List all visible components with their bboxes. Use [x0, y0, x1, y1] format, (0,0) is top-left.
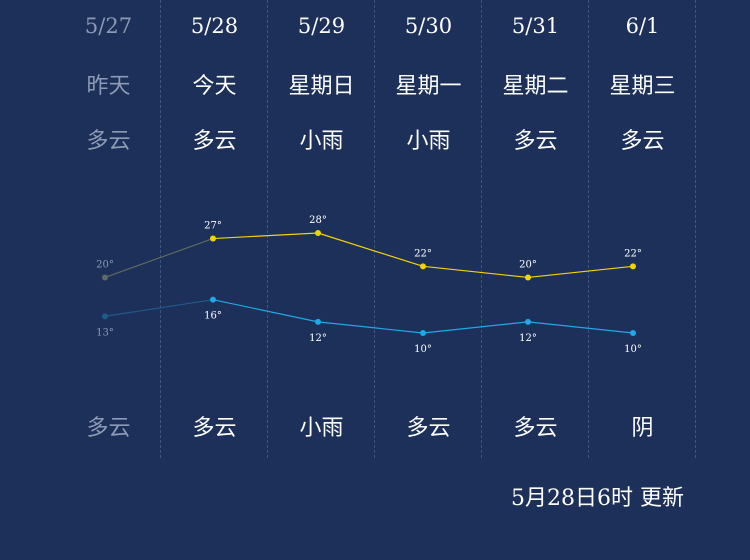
high-temp-point [525, 274, 531, 281]
low-temp-point [630, 330, 636, 336]
column-divider [695, 0, 696, 458]
low-temp-line-segment [317, 321, 424, 334]
day-weekday: 星期日 [288, 74, 355, 99]
low-temp-point [525, 318, 531, 325]
day-date: 5/28 [190, 14, 239, 38]
low-temp-line-segment [422, 321, 529, 334]
low-temp-label: 10° [414, 344, 432, 355]
day-condition: 多云 [620, 129, 665, 154]
night-condition: 多云 [406, 416, 451, 441]
high-temp-label: 22° [414, 248, 432, 259]
temperature-chart: 20° 27° 28° 22° 20° 22° 13° 16° 12° 10° 12° 10° [96, 215, 642, 355]
day-weekday: 星期一 [395, 74, 462, 99]
high-temp-label: 28° [309, 215, 327, 226]
night-condition: 多云 [513, 416, 558, 441]
low-temp-line-segment [212, 299, 319, 323]
high-temp-point [420, 263, 426, 270]
low-temp-line-segment [104, 299, 214, 317]
high-temp-point [210, 235, 216, 242]
low-temp-label: 16° [204, 311, 222, 322]
day-date: 5/31 [511, 14, 560, 38]
low-temp-label: 12° [309, 333, 327, 344]
update-time: 5月28日6时 更新 [511, 486, 684, 511]
column-divider [160, 0, 161, 458]
day-date: 6/1 [625, 14, 660, 38]
day-weekday: 今天 [192, 74, 237, 99]
day-condition: 小雨 [406, 129, 451, 154]
day-date: 5/27 [84, 14, 133, 38]
day-condition: 多云 [513, 129, 558, 154]
day-condition: 多云 [86, 129, 131, 154]
low-temp-point [102, 313, 108, 320]
high-temp-label: 20° [519, 259, 537, 270]
high-temp-line-segment [527, 265, 634, 279]
day-date: 5/29 [297, 14, 346, 38]
high-temp-point [102, 274, 108, 281]
high-temp-point [630, 263, 636, 270]
low-temp-point [210, 296, 216, 303]
column-divider [481, 0, 482, 458]
day-condition: 小雨 [299, 129, 344, 154]
high-temp-label: 20° [96, 259, 114, 270]
day-date: 5/30 [404, 14, 453, 38]
day-condition: 多云 [192, 129, 237, 154]
high-temp-line-segment [104, 237, 214, 279]
low-temp-point [315, 318, 321, 325]
low-temp-line-segment [527, 321, 634, 334]
low-temp-label: 10° [624, 344, 642, 355]
day-weekday: 昨天 [86, 74, 131, 99]
night-condition: 小雨 [299, 416, 344, 441]
high-temp-label: 27° [204, 221, 222, 232]
column-divider [374, 0, 375, 458]
low-temp-point [420, 330, 426, 336]
night-condition: 多云 [86, 416, 131, 441]
high-temp-line-segment [422, 265, 529, 279]
night-condition: 阴 [631, 416, 654, 441]
high-temp-label: 22° [624, 248, 642, 259]
column-divider [267, 0, 268, 458]
high-temp-line-segment [317, 232, 424, 267]
column-divider [588, 0, 589, 458]
low-temp-label: 13° [96, 327, 114, 338]
high-temp-point [315, 230, 321, 236]
low-temp-label: 12° [519, 333, 537, 344]
day-weekday: 星期二 [502, 74, 569, 99]
night-condition: 多云 [192, 416, 237, 441]
day-weekday: 星期三 [609, 74, 676, 99]
high-temp-line-segment [212, 232, 319, 240]
